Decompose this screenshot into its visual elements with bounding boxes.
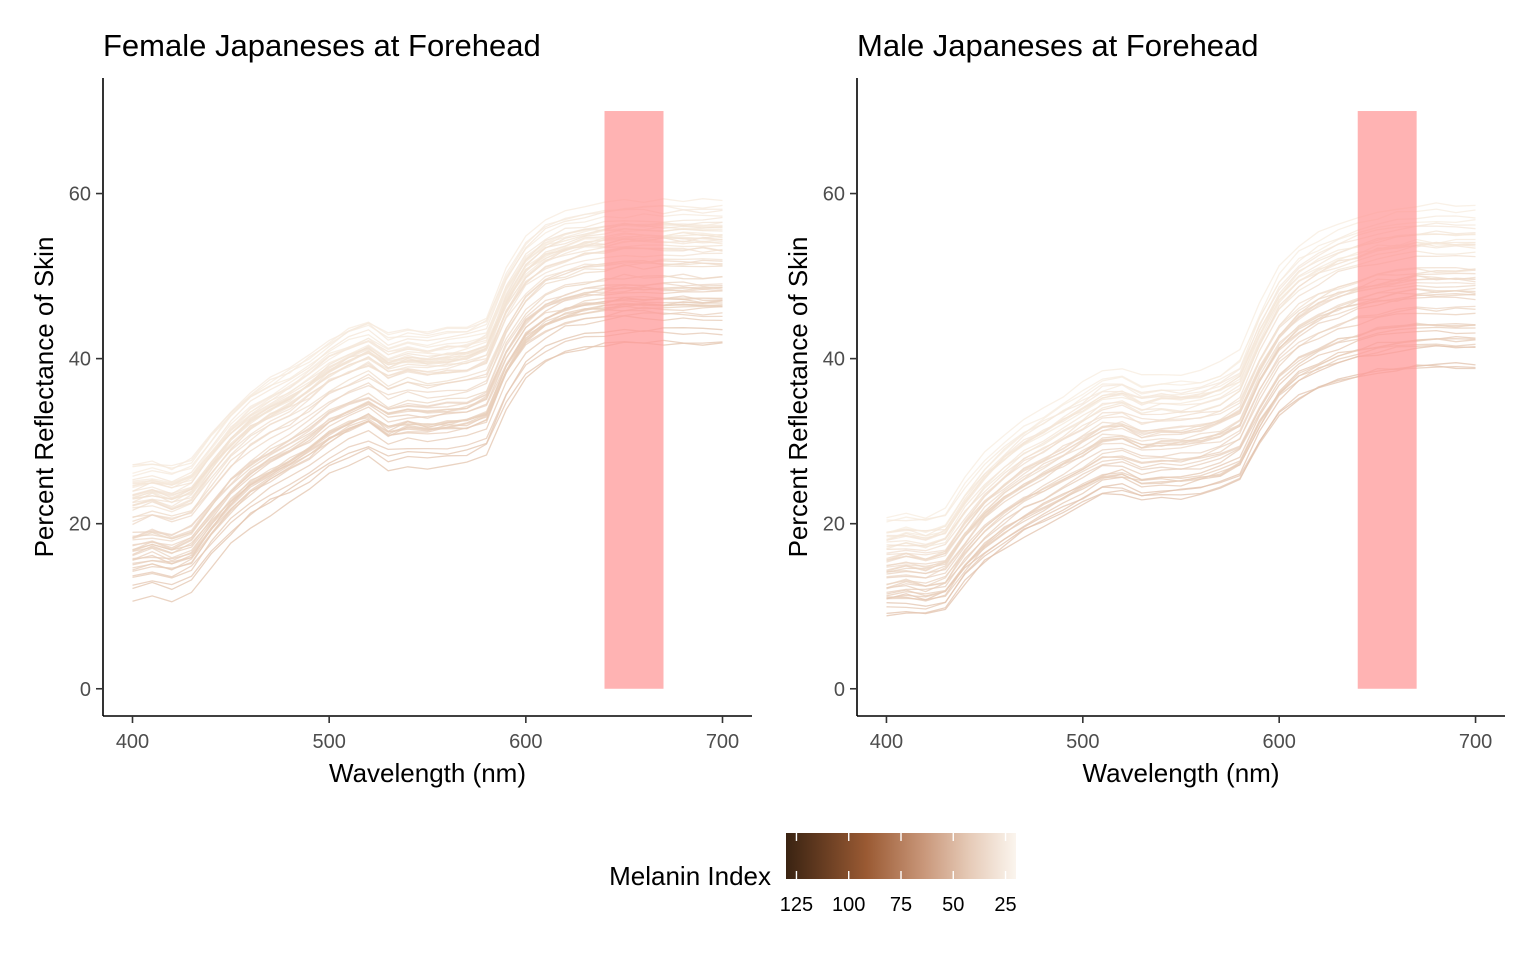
legend-tick-label: 125 xyxy=(780,894,813,916)
y-tick-label: 40 xyxy=(823,349,845,371)
legend-tick-label: 25 xyxy=(994,894,1016,916)
y-axis-title: Percent Reflectance of Skin xyxy=(783,237,813,558)
y-tick-label: 20 xyxy=(69,514,91,536)
y-axis-title: Percent Reflectance of Skin xyxy=(29,237,59,558)
y-tick-label: 0 xyxy=(834,679,845,701)
x-tick-label: 700 xyxy=(1459,731,1492,753)
y-tick-label: 40 xyxy=(69,349,91,371)
x-tick-label: 500 xyxy=(1066,731,1099,753)
panel-male: 400 500 600 700 0 20 40 60 Male Japaneses at For… xyxy=(783,28,1505,788)
x-axis-title: Wavelength (nm) xyxy=(1083,758,1280,788)
x-tick-label: 600 xyxy=(1262,731,1295,753)
x-tick-label: 700 xyxy=(706,731,739,753)
panel-title: Male Japaneses at Forehead xyxy=(857,28,1259,63)
highlight-band xyxy=(604,111,664,689)
x-axis-title: Wavelength (nm) xyxy=(329,758,526,788)
legend: Melanin Index 125 100 75 50 25 xyxy=(609,833,1017,916)
y-tick-label: 0 xyxy=(80,679,91,701)
x-tick-label: 500 xyxy=(312,731,345,753)
y-tick-label: 20 xyxy=(823,514,845,536)
y-tick-label: 60 xyxy=(823,184,845,206)
x-tick-label: 600 xyxy=(509,731,542,753)
panel-female: 400 500 600 700 0 20 40 60 Female Japaneses at F… xyxy=(29,28,752,788)
y-tick-label: 60 xyxy=(69,184,91,206)
x-tick-label: 400 xyxy=(116,731,149,753)
legend-tick-label: 75 xyxy=(890,894,912,916)
highlight-band xyxy=(1357,111,1417,689)
panel-title: Female Japaneses at Forehead xyxy=(103,28,541,63)
legend-tick-label: 50 xyxy=(942,894,964,916)
legend-tick-label: 100 xyxy=(832,894,865,916)
legend-title: Melanin Index xyxy=(609,861,771,891)
x-tick-label: 400 xyxy=(870,731,903,753)
